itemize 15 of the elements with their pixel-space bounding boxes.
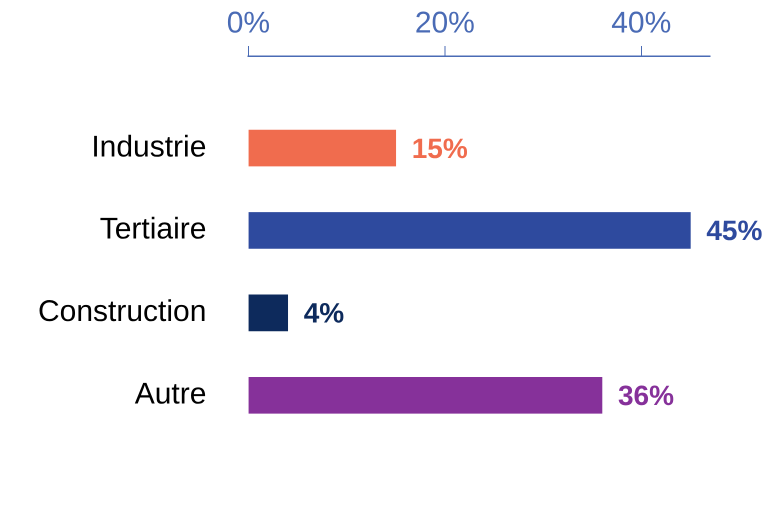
y-tick-label: Construction	[38, 295, 206, 328]
y-tick-label: Autre	[134, 378, 206, 411]
y-tick-label: Tertiaire	[100, 212, 206, 246]
data-label: 15%	[412, 132, 468, 164]
bar	[248, 376, 602, 414]
bar	[248, 212, 691, 249]
data-label: 36%	[618, 380, 674, 412]
bar	[248, 294, 288, 332]
data-label: 45%	[706, 215, 763, 246]
x-tick-label: 0%	[226, 6, 270, 40]
x-tick-label: 40%	[611, 6, 672, 40]
data-label: 4%	[304, 298, 344, 329]
bar	[248, 130, 396, 166]
y-tick-label: Industrie	[91, 130, 206, 164]
x-tick-label: 20%	[414, 6, 475, 40]
